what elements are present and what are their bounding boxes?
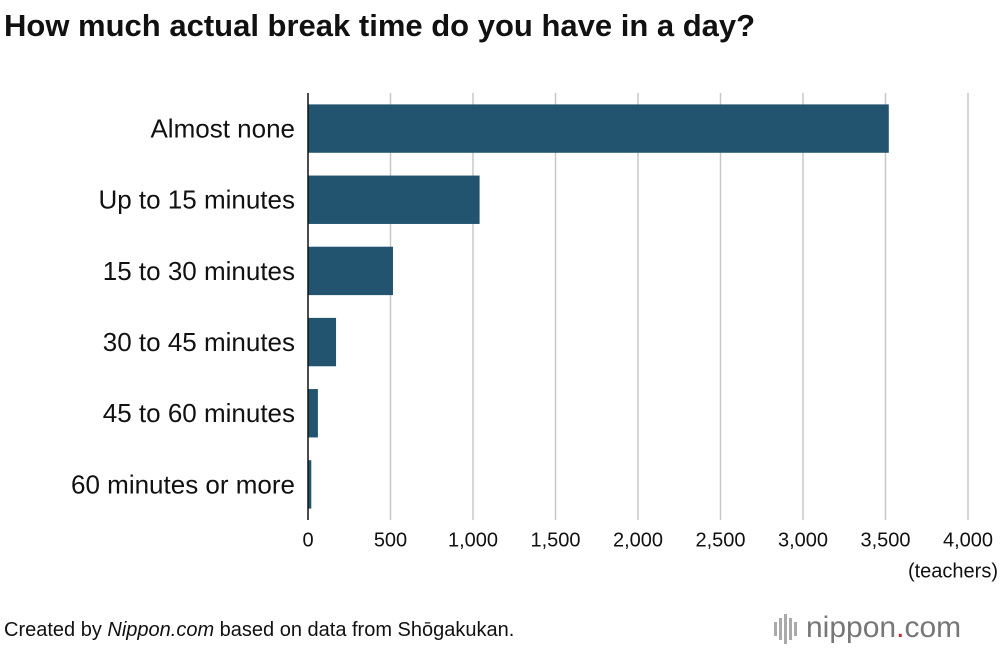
bar xyxy=(308,175,480,224)
x-tick-label: 0 xyxy=(302,529,313,551)
x-tick-label: 2,500 xyxy=(695,529,745,551)
x-tick-label: 2,000 xyxy=(613,529,663,551)
x-tick-label: 3,000 xyxy=(778,529,828,551)
chart-title: How much actual break time do you have i… xyxy=(4,8,755,43)
source-text: Nippon.com xyxy=(107,619,214,641)
x-axis-unit: (teachers) xyxy=(908,560,998,582)
logo-icon xyxy=(774,614,797,644)
x-tick-label: 1,000 xyxy=(448,529,498,551)
bar xyxy=(308,460,312,509)
y-tick-label: Up to 15 minutes xyxy=(98,185,295,215)
logo-text: nippon xyxy=(806,611,896,644)
bar xyxy=(308,104,889,153)
x-tick-label: 4,000 xyxy=(943,529,993,551)
y-tick-label: 45 to 60 minutes xyxy=(103,398,295,428)
y-tick-label: 30 to 45 minutes xyxy=(103,327,295,357)
x-tick-label: 3,500 xyxy=(860,529,910,551)
bar xyxy=(308,317,337,367)
logo-text: com xyxy=(904,611,961,644)
y-tick-label: 60 minutes or more xyxy=(71,469,295,499)
x-tick-label: 1,500 xyxy=(530,529,580,551)
y-tick-label: 15 to 30 minutes xyxy=(103,256,295,286)
source-note: Created by Nippon.com based on data from… xyxy=(4,619,514,641)
x-tick-label: 500 xyxy=(374,529,407,551)
source-text: based on data from Shōgakukan. xyxy=(214,619,514,641)
y-tick-label: Almost none xyxy=(150,113,295,143)
logo-text: . xyxy=(896,611,904,644)
logo: nippon.com xyxy=(806,611,961,644)
source-text: Created by xyxy=(4,619,107,641)
bar xyxy=(308,389,318,438)
bar xyxy=(308,246,393,296)
